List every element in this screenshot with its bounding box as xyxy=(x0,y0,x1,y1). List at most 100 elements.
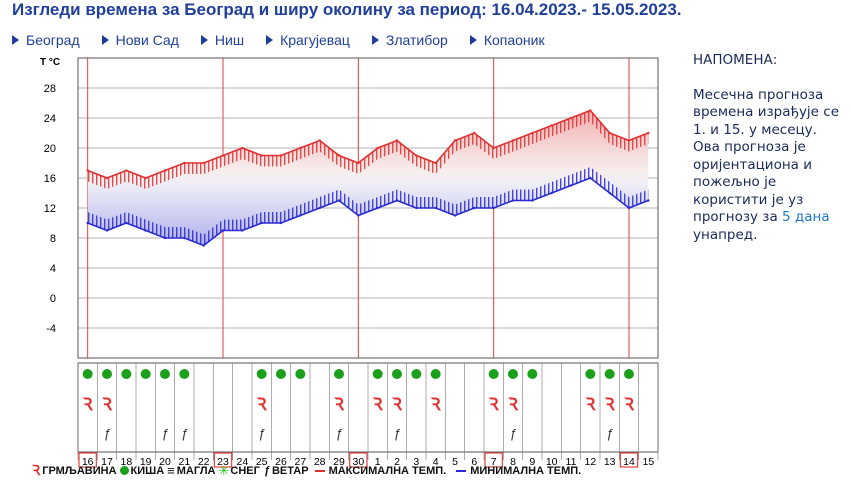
max-temp-line xyxy=(87,109,649,179)
legend-snow: СНЕГ xyxy=(230,464,260,477)
max-temp-point xyxy=(608,131,611,135)
nav-item-nis[interactable]: Ниш xyxy=(200,32,245,48)
thunder-icon: Ꝛ xyxy=(604,395,616,414)
max-temp-point xyxy=(376,146,379,150)
day-label: 8 xyxy=(510,456,516,468)
rain-icon xyxy=(334,369,344,379)
rain-icon xyxy=(411,369,422,379)
min-temp-point xyxy=(279,221,283,225)
rain-icon xyxy=(276,369,286,379)
forecast-5-days-link[interactable]: 5 дана xyxy=(782,209,830,225)
legend-thunder: ГРМЉАВИНА xyxy=(42,464,117,477)
wind-icon: ƒ xyxy=(393,426,400,441)
day-label: 19 xyxy=(140,456,152,468)
y-tick-label: 4 xyxy=(50,263,56,275)
day-label: 18 xyxy=(120,456,132,468)
highlighted-day-box xyxy=(619,452,639,468)
rain-icon xyxy=(372,369,383,379)
thunder-icon: Ꝛ xyxy=(584,395,596,414)
nav-item-label: Београд xyxy=(26,32,80,48)
rain-icon xyxy=(527,369,538,379)
day-label: 12 xyxy=(584,456,596,468)
legend-wind: ВЕТАР xyxy=(271,464,309,477)
max-temp-point xyxy=(86,169,89,172)
min-temp-point xyxy=(125,221,128,225)
wind-icon: ƒ xyxy=(509,426,516,441)
nav-item-label: Ниш xyxy=(214,32,245,48)
wind-icon: ƒ xyxy=(263,464,270,477)
min-temp-point xyxy=(221,229,225,232)
y-tick-label: 0 xyxy=(50,293,56,305)
wind-icon: ƒ xyxy=(335,426,342,441)
min-temp-point xyxy=(376,206,379,210)
day-label: 24 xyxy=(236,456,248,468)
min-temp-point xyxy=(337,199,341,202)
rain-icon xyxy=(256,369,267,379)
note-panel: НАПОМЕНА: Месечна прогноза времена израђ… xyxy=(693,52,845,244)
max-temp-point xyxy=(434,161,437,165)
rain-icon xyxy=(392,369,402,379)
arrow-right-icon xyxy=(200,35,208,45)
rain-icon xyxy=(488,369,499,379)
min-temp-point xyxy=(627,206,631,210)
max-temp-point xyxy=(357,161,360,165)
nav-item-zlatibor[interactable]: Златибор xyxy=(371,32,448,48)
max-temp-point xyxy=(163,169,167,172)
day-label: 29 xyxy=(333,456,345,468)
highlighted-day-box xyxy=(484,452,503,468)
wind-icon: ƒ xyxy=(103,426,110,441)
min-temp-point xyxy=(299,214,302,217)
max-temp-point xyxy=(183,161,186,165)
thunder-icon: Ꝛ xyxy=(82,395,94,414)
rain-icon xyxy=(160,369,170,379)
arrow-right-icon xyxy=(371,35,379,45)
min-temp-point xyxy=(395,199,399,202)
min-temp-point xyxy=(86,221,89,225)
max-temp-point xyxy=(647,131,650,135)
min-temp-point xyxy=(647,199,650,202)
note-text: Месечна прогноза времена израђује се 1. … xyxy=(693,86,840,226)
max-temp-point xyxy=(627,139,631,142)
max-temp-point xyxy=(531,131,534,135)
nav-item-kopaonik[interactable]: Копаоник xyxy=(469,32,545,48)
day-label: 1 xyxy=(375,456,381,468)
max-temp-point xyxy=(589,109,592,112)
highlighted-day-box xyxy=(213,452,233,468)
legend-fog: МАГЛА xyxy=(176,464,216,477)
rain-icon xyxy=(119,466,129,475)
max-hatch xyxy=(87,110,649,189)
legend-max: МАКСИМАЛНА ТЕМП. xyxy=(328,464,447,477)
day-label: 17 xyxy=(101,456,113,468)
highlighted-day-box xyxy=(349,452,368,468)
min-temp-point xyxy=(357,214,360,217)
day-label: 15 xyxy=(642,456,654,468)
max-temp-point xyxy=(492,146,495,150)
min-temp-point xyxy=(241,229,244,232)
min-temp-point xyxy=(318,206,321,210)
min-temp-point xyxy=(569,184,573,187)
min-temp-point xyxy=(531,199,534,202)
nav-item-novi-sad[interactable]: Нови Сад xyxy=(101,32,179,48)
wind-icon: ƒ xyxy=(181,426,188,441)
note-text-end: унапред. xyxy=(693,226,758,243)
min-hatch xyxy=(87,167,649,246)
rain-icon xyxy=(508,369,518,379)
thunder-icon: Ꝛ xyxy=(488,395,500,414)
day-label: 7 xyxy=(491,456,497,468)
thunder-icon: Ꝛ xyxy=(101,395,113,414)
rain-icon xyxy=(102,369,112,379)
nav-item-label: Нови Сад xyxy=(115,32,179,48)
max-temp-point xyxy=(473,131,476,135)
nav-item-kragujevac[interactable]: Крагујевац xyxy=(266,32,350,48)
nav-item-label: Копаоник xyxy=(483,32,545,48)
day-label: 21 xyxy=(178,456,190,468)
y-tick-label: 8 xyxy=(50,233,56,245)
wind-icon: ƒ xyxy=(258,426,265,441)
nav-item-beograd[interactable]: Београд xyxy=(12,32,80,48)
max-temp-point xyxy=(395,139,399,142)
min-temp-point xyxy=(434,206,437,210)
max-temp-point xyxy=(569,116,573,120)
max-temp-point xyxy=(511,139,515,142)
day-label: 4 xyxy=(433,456,439,468)
day-label: 27 xyxy=(294,456,306,468)
